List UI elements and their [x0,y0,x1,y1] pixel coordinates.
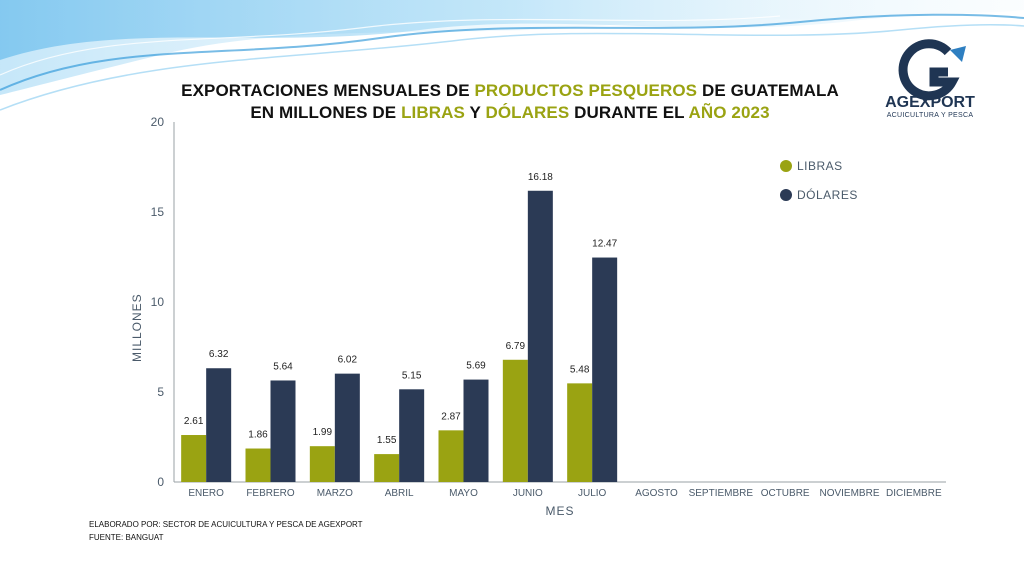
data-label: 6.02 [338,355,358,366]
bar-dólares-marzo [334,373,360,482]
bar-dólares-abril [399,389,425,482]
x-tick-label: DICIEMBRE [886,488,942,499]
data-label: 1.55 [377,435,397,446]
data-label: 2.61 [184,416,204,427]
bar-libras-marzo [309,446,335,482]
title-line2-part-5: AÑO 2023 [688,103,770,122]
header-wave-decoration [0,0,1024,111]
footer-source: FUENTE: BANGUAT [89,533,164,542]
x-axis-label: MES [545,504,574,518]
data-label: 2.87 [441,411,461,422]
x-tick-label: ABRIL [385,488,414,499]
legend-marker-0 [780,160,792,172]
bar-libras-febrero [245,448,271,482]
title-line2-part-2: Y [464,103,486,122]
y-tick-label: 5 [157,385,164,399]
title-line1-part-2: DE GUATEMALA [697,81,839,100]
bar-libras-abril [374,454,400,482]
chart-title-line-1: EXPORTACIONES MENSUALES DE PRODUCTOS PES… [140,81,880,101]
logo-name: AGEXPORT [885,94,975,111]
bar-dólares-julio [592,257,618,482]
title-line1-part-0: EXPORTACIONES MENSUALES DE [181,81,475,100]
legend-label-1: DÓLARES [797,187,858,202]
x-tick-label: NOVIEMBRE [819,488,879,499]
agexport-logo-icon [898,39,966,101]
legend-marker-1 [780,189,792,201]
data-label: 12.47 [592,239,617,250]
x-tick-label: MARZO [317,488,353,499]
bar-libras-mayo [438,430,464,482]
x-tick-label: JUNIO [513,488,543,499]
x-tick-label: ENERO [188,488,224,499]
title-line2-part-3: DÓLARES [485,103,570,122]
data-label: 5.64 [273,361,293,372]
legend-label-0: LIBRAS [797,159,843,173]
data-label: 5.69 [466,361,486,372]
x-tick-label: OCTUBRE [761,488,810,499]
y-tick-label: 15 [151,205,165,219]
logo-subtitle: ACUICULTURA Y PESCA [886,112,974,119]
data-label: 6.32 [209,349,229,360]
y-tick-label: 10 [151,295,165,309]
title-line1-part-1: PRODUCTOS PESQUEROS [474,81,698,100]
title-line2-part-0: EN MILLONES DE [250,103,402,122]
bar-dólares-enero [206,368,232,482]
y-tick-label: 0 [157,475,164,489]
bar-dólares-junio [527,190,553,482]
x-tick-label: AGOSTO [635,488,678,499]
bar-libras-enero [181,435,207,482]
y-axis-label: MILLONES [130,293,144,362]
footer-elaborated-by: ELABORADO POR: SECTOR DE ACUICULTURA Y P… [89,520,363,529]
bar-libras-julio [567,383,593,482]
x-tick-label: FEBRERO [246,488,295,499]
x-tick-label: SEPTIEMBRE [689,488,754,499]
y-tick-label: 20 [151,115,165,129]
data-label: 16.18 [528,172,553,183]
x-tick-label: MAYO [449,488,478,499]
title-line2-part-1: LIBRAS [401,103,465,122]
data-label: 1.99 [313,427,333,438]
data-label: 1.86 [248,430,268,441]
data-label: 5.15 [402,370,422,381]
data-label: 6.79 [506,341,526,352]
bar-dólares-febrero [270,380,296,482]
title-line2-part-4: DURANTE EL [569,103,689,122]
bar-dólares-mayo [463,379,489,482]
data-label: 5.48 [570,364,590,375]
chart-title-line-2: EN MILLONES DE LIBRAS Y DÓLARES DURANTE … [140,103,880,123]
bar-libras-junio [502,359,528,482]
x-tick-label: JULIO [578,488,607,499]
